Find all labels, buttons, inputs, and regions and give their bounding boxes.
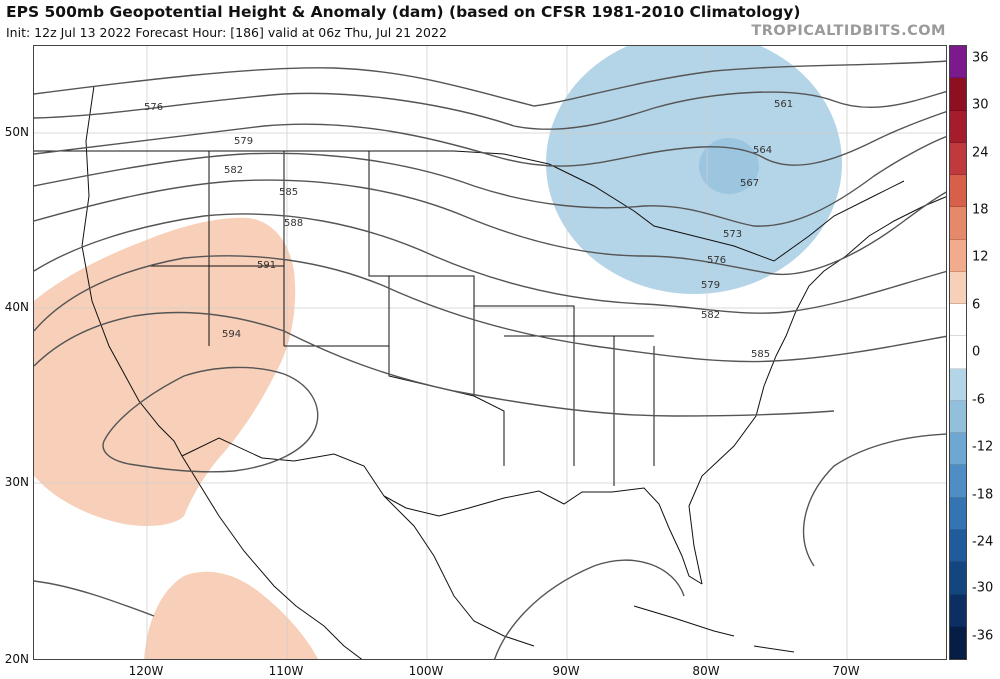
contour-label: 561 xyxy=(774,99,793,110)
contour-label: 567 xyxy=(740,178,759,189)
contour-label: 579 xyxy=(234,136,253,147)
colorbar-label: -18 xyxy=(972,487,994,503)
contour-label: 576 xyxy=(707,255,726,266)
lon-label: 80W xyxy=(692,664,720,678)
colorbar-segment xyxy=(950,78,966,111)
height-contours xyxy=(34,60,946,659)
colorbar-label: -30 xyxy=(972,580,994,596)
brand-watermark: TROPICALTIDBITS.COM xyxy=(751,23,946,39)
colorbar-segment xyxy=(950,400,966,434)
colorbar-segment xyxy=(950,271,966,305)
baja-positive-anomaly xyxy=(144,571,318,659)
lat-label: 20N xyxy=(4,652,29,666)
lon-label: 120W xyxy=(128,664,164,678)
colorbar-segment xyxy=(950,368,966,401)
colorbar-label: 12 xyxy=(972,249,989,265)
lat-label: 30N xyxy=(4,475,29,489)
colorbar-segment xyxy=(950,175,966,208)
map-panel: 576 579 582 585 588 591 594 561 564 567 … xyxy=(33,45,947,660)
contour-label: 588 xyxy=(284,218,303,229)
colorbar-segment xyxy=(950,336,966,369)
chart-title: EPS 500mb Geopotential Height & Anomaly … xyxy=(6,3,801,21)
colorbar-label: -24 xyxy=(972,534,994,550)
colorbar-segment xyxy=(950,304,966,337)
colorbar-segment xyxy=(950,46,966,79)
great-lakes-negative-anomaly xyxy=(546,46,842,294)
contour-label: 576 xyxy=(144,102,163,113)
forecast-info: Init: 12z Jul 13 2022 Forecast Hour: [18… xyxy=(6,25,447,40)
contour-label: 585 xyxy=(751,349,770,360)
contour-label: 582 xyxy=(224,165,243,176)
map-canvas: 576 579 582 585 588 591 594 561 564 567 … xyxy=(34,46,946,659)
colorbar-label: -6 xyxy=(972,392,985,408)
colorbar-segment xyxy=(950,142,966,176)
western-us-positive-anomaly xyxy=(34,217,296,526)
contour-label: 582 xyxy=(701,310,720,321)
colorbar-segment xyxy=(950,497,966,530)
colorbar-segment xyxy=(950,110,966,143)
lon-label: 70W xyxy=(832,664,860,678)
colorbar-label: 0 xyxy=(972,344,981,360)
coastlines-and-borders xyxy=(34,85,946,659)
colorbar-segment xyxy=(950,562,966,595)
contour-label: 573 xyxy=(723,229,742,240)
colorbar-label: -36 xyxy=(972,628,994,644)
anomaly-colorbar xyxy=(949,45,967,660)
colorbar-label: 18 xyxy=(972,202,989,218)
colorbar-label: 6 xyxy=(972,297,981,313)
colorbar-segment xyxy=(950,207,966,240)
lat-label: 40N xyxy=(4,300,29,314)
contour-labels: 576 579 582 585 588 591 594 561 564 567 … xyxy=(144,99,793,360)
colorbar-label: 30 xyxy=(972,97,989,113)
colorbar-label: 24 xyxy=(972,145,989,161)
colorbar-segment xyxy=(950,239,966,272)
contour-label: 579 xyxy=(701,280,720,291)
contour-label: 591 xyxy=(257,260,276,271)
contour-label: 594 xyxy=(222,329,241,340)
lon-label: 110W xyxy=(268,664,304,678)
contour-label: 585 xyxy=(279,187,298,198)
colorbar-label: 36 xyxy=(972,50,989,66)
colorbar-label: -12 xyxy=(972,439,994,455)
colorbar-segment xyxy=(950,465,966,498)
colorbar-segment xyxy=(950,594,966,627)
lat-label: 50N xyxy=(4,125,29,139)
lon-label: 90W xyxy=(552,664,580,678)
colorbar-segment xyxy=(950,529,966,563)
lon-label: 100W xyxy=(408,664,444,678)
colorbar-segment xyxy=(950,433,966,466)
great-lakes-anomaly-core xyxy=(699,138,759,194)
contour-label: 564 xyxy=(753,145,772,156)
colorbar-segment xyxy=(950,626,966,660)
